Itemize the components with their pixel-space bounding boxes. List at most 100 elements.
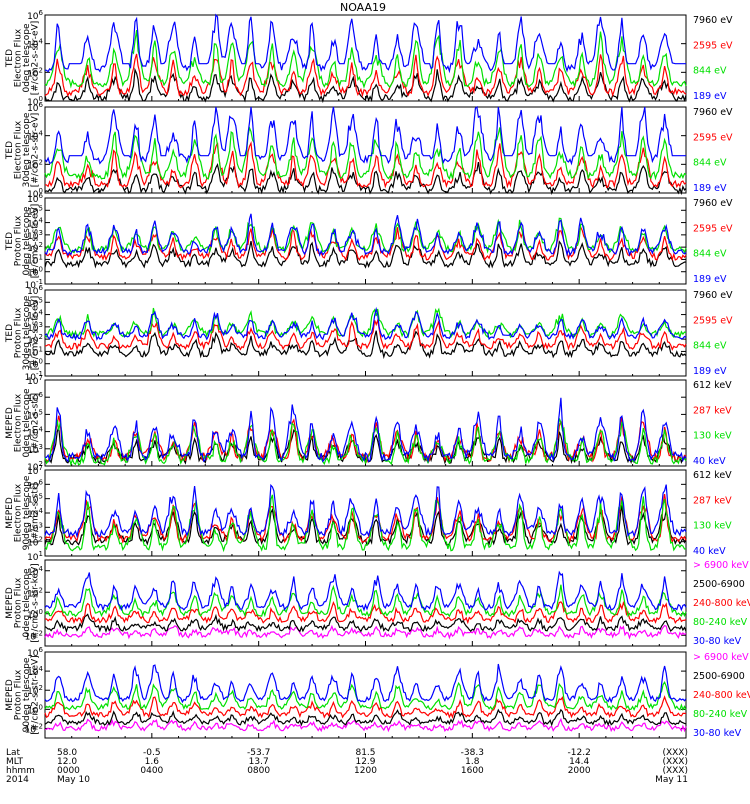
time-axis-value: 0400 <box>140 766 163 776</box>
time-axis-value: 0800 <box>247 766 270 776</box>
legend-entry: 80-240 keV <box>693 709 748 720</box>
legend-entry: 2595 eV <box>693 223 733 234</box>
legend-entry: 40 keV <box>693 456 726 467</box>
series-trace-blue <box>44 105 686 166</box>
y-tick-label: 100 <box>27 187 43 200</box>
y-tick-label: 105 <box>27 408 43 421</box>
series-trace-red <box>45 600 687 625</box>
y-tick-label: 102 <box>27 460 43 473</box>
y-tick-label: 104 <box>27 426 43 439</box>
y-tick-label: 101 <box>27 550 43 563</box>
legend-entry: 30-80 keV <box>693 636 742 647</box>
time-axis-value: 1.6 <box>145 757 160 767</box>
legend-entry: 7960 eV <box>693 15 733 26</box>
y-tick-label: 103 <box>27 443 43 456</box>
legend-entry: 240-800 keV <box>693 690 750 701</box>
series-trace-magenta <box>44 624 687 640</box>
series-trace-green <box>44 584 687 618</box>
legend-entry: 130 keV <box>693 431 732 442</box>
y-axis-label: TEDElectron Flux0deg telescope[#/cm2-s-s… <box>5 21 41 96</box>
y-tick-label: 103 <box>27 521 43 534</box>
y-axis-label: MEPEDElectron Flux90deg telescope[#/cm2-… <box>5 475 41 550</box>
time-axis-value: 12.0 <box>57 757 77 767</box>
legend-entry: 2500-6900 <box>693 579 745 590</box>
time-axis-value: -12.2 <box>568 748 591 758</box>
y-tick-label: 104 <box>27 130 43 143</box>
time-axis-value: May 11 <box>655 775 688 785</box>
time-axis-value: May 10 <box>57 775 90 785</box>
y-axis-label: MEPEDElectron Flux0deg telescope[#/cm2-s… <box>5 388 41 458</box>
y-tick-label: 102 <box>27 586 43 599</box>
legend-entry: 844 eV <box>693 158 727 169</box>
series-trace-green <box>44 30 687 89</box>
legend-entry: 30-80 keV <box>693 728 742 739</box>
series-trace-black <box>44 708 687 727</box>
time-axis-value: 13.7 <box>249 757 269 767</box>
y-tick-label: 101 <box>27 345 43 358</box>
y-tick-label: 102 <box>27 241 43 254</box>
y-tick-label: 106 <box>27 391 43 404</box>
legend-entry: > 6900 keV <box>693 560 749 571</box>
y-tick-label: 104 <box>27 507 43 520</box>
legend-entry: 287 keV <box>693 405 732 416</box>
y-tick-label: 102 <box>27 66 43 79</box>
legend-entry: 2595 eV <box>693 315 733 326</box>
legend-entry: 2500-6900 <box>693 671 745 682</box>
series-trace-green <box>44 307 687 339</box>
series-trace-black <box>44 330 687 360</box>
y-tick-label: 10-1 <box>25 370 43 383</box>
legend-entry: 612 keV <box>693 470 732 481</box>
series-trace-blue <box>44 13 686 74</box>
legend-entry: 2595 eV <box>693 132 733 143</box>
time-axis-value: (XXX) <box>662 766 688 776</box>
legend-entry: 844 eV <box>693 341 727 352</box>
y-tick-label: 100 <box>27 703 43 716</box>
legend-entry: 2595 eV <box>693 40 733 51</box>
y-tick-label: 106 <box>27 101 43 114</box>
legend-entry: 130 keV <box>693 521 732 532</box>
y-tick-label: 102 <box>27 333 43 346</box>
y-tick-label: 100 <box>27 358 43 371</box>
y-tick-label: 100 <box>27 95 43 108</box>
axis-row-label: MLT <box>6 757 24 767</box>
series-trace-blue <box>44 483 687 539</box>
legend-entry: 80-240 keV <box>693 617 748 628</box>
time-axis-value: (XXX) <box>662 757 688 767</box>
y-axis-label: MEPEDProton Flux90deg telescope[#/cm2-s-… <box>5 655 41 734</box>
y-tick-label: 101 <box>27 253 43 266</box>
y-tick-label: 100 <box>27 608 43 621</box>
time-axis-value: (XXX) <box>662 748 688 758</box>
y-axis-label: TEDElectron Flux30deg telescope[#/cm2-s-… <box>5 112 41 187</box>
y-tick-label: 104 <box>27 309 43 322</box>
series-trace-blue <box>44 397 687 464</box>
y-tick-label: 102 <box>27 684 43 697</box>
axis-row-label: Lat <box>6 748 21 758</box>
y-axis-label: TEDProton Flux0deg telescope[#/cm2-s-str… <box>5 204 41 279</box>
series-trace-green <box>44 681 687 712</box>
y-tick-label: 102 <box>27 158 43 171</box>
time-axis-value: 0000 <box>57 766 80 776</box>
time-axis-value: 1.8 <box>465 757 480 767</box>
y-tick-label: 107 <box>27 374 43 387</box>
series-trace-green <box>44 418 687 467</box>
figure-title: NOAA19 <box>340 1 386 14</box>
legend-entry: 189 eV <box>693 274 727 285</box>
y-tick-label: 10-1 <box>25 278 43 291</box>
time-axis-value: -0.5 <box>143 748 161 758</box>
legend-entry: 240-800 keV <box>693 598 750 609</box>
panel-frame <box>44 469 687 557</box>
y-tick-label: 106 <box>27 9 43 22</box>
y-axis-label: MEPEDProton Flux0deg telescope[#/cm2-s-s… <box>5 563 41 642</box>
legend-entry: 612 keV <box>693 380 732 391</box>
y-tick-label: 106 <box>27 192 43 205</box>
time-axis-value: 1600 <box>461 766 484 776</box>
panel-frame <box>44 651 687 739</box>
legend-entry: 844 eV <box>693 66 727 77</box>
series-trace-red <box>44 695 687 719</box>
